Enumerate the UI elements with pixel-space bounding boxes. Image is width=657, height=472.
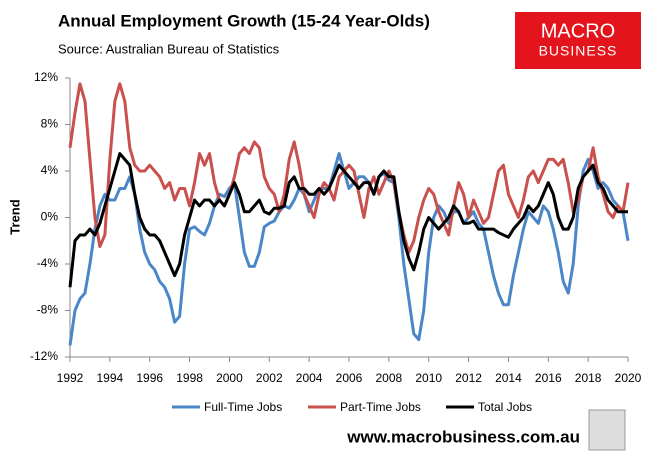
logo-text: BUSINESS	[539, 43, 618, 59]
x-tick-label: 2004	[296, 371, 323, 385]
x-tick-label: 2008	[376, 371, 403, 385]
x-tick-label: 2020	[615, 371, 642, 385]
y-tick-label: -12%	[30, 349, 58, 363]
logo-text: MACRO	[541, 20, 615, 42]
x-tick-label: 2016	[535, 371, 562, 385]
x-tick-label: 1998	[176, 371, 203, 385]
wolf-icon	[588, 409, 626, 451]
series-line	[68, 152, 630, 346]
x-tick-label: 1994	[97, 371, 124, 385]
logo-box	[515, 12, 641, 69]
series-line	[68, 152, 628, 288]
x-tick-label: 2002	[256, 371, 283, 385]
chart-title: Annual Employment Growth (15-24 Year-Old…	[58, 11, 430, 30]
x-tick-label: 1992	[57, 371, 84, 385]
legend-label: Total Jobs	[478, 400, 532, 414]
legend-label: Full-Time Jobs	[204, 400, 282, 414]
y-tick-label: 0%	[41, 210, 59, 224]
x-tick-label: 2014	[495, 371, 522, 385]
x-tick-label: 2010	[415, 371, 442, 385]
x-tick-label: 1996	[136, 371, 163, 385]
series-line	[68, 82, 630, 254]
y-tick-label: 8%	[41, 117, 59, 131]
legend-label: Part-Time Jobs	[340, 400, 421, 414]
y-tick-label: 4%	[41, 163, 59, 177]
chart-subtitle: Source: Australian Bureau of Statistics	[58, 41, 280, 56]
footer-url: www.macrobusiness.com.au	[346, 427, 580, 446]
x-tick-label: 2006	[336, 371, 363, 385]
x-tick-label: 2000	[216, 371, 243, 385]
y-axis-label: Trend	[7, 199, 22, 234]
y-tick-label: 12%	[34, 70, 58, 84]
y-tick-label: -8%	[37, 303, 59, 317]
y-tick-label: -4%	[37, 256, 59, 270]
x-tick-label: 2012	[455, 371, 482, 385]
x-tick-label: 2018	[575, 371, 602, 385]
